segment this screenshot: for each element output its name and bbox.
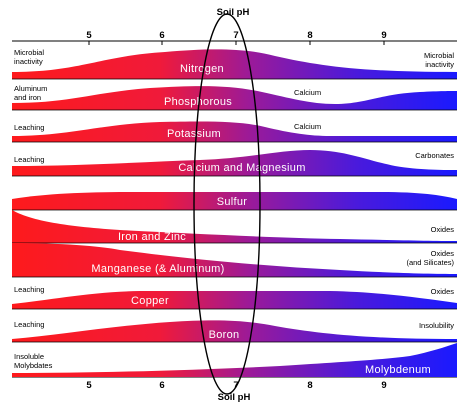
right-label: inactivity: [425, 60, 454, 69]
left-label: Aluminum: [14, 84, 47, 93]
left-label: inactivity: [14, 57, 43, 66]
boron-label: Boron: [209, 329, 240, 341]
top-tick-label: 6: [159, 30, 164, 41]
calcium-magnesium-label: Calcium and Magnesium: [178, 162, 305, 174]
row-phosphorous: Phosphorous Aluminum and iron Calcium: [12, 84, 457, 111]
bottom-tick-label: 8: [307, 380, 312, 391]
right-label: Oxides: [431, 225, 455, 234]
boron-band: [12, 320, 457, 342]
molybdenum-label: Molybdenum: [365, 364, 431, 376]
left-label: Leaching: [14, 320, 44, 329]
left-label: Insoluble: [14, 352, 44, 361]
right-label: Oxides: [431, 287, 455, 296]
phosphorous-label: Phosphorous: [164, 96, 232, 108]
row-potassium: Potassium Leaching Calcium: [12, 121, 457, 143]
manganese-label: Manganese (& Aluminum): [91, 263, 224, 275]
optimal-ph-range-ellipse: [193, 13, 261, 395]
iron-zinc-label: Iron and Zinc: [118, 231, 186, 243]
top-tick-label: 9: [381, 30, 386, 41]
bottom-axis-title: Soil pH: [218, 392, 251, 403]
row-iron-zinc: Iron and Zinc Oxides: [12, 210, 457, 244]
mid-label: Calcium: [294, 122, 321, 131]
row-molybdenum: Molybdenum Insoluble Molybdates: [12, 343, 457, 377]
nitrogen-band: [12, 49, 457, 79]
left-label: Leaching: [14, 123, 44, 132]
left-label: Microbial: [14, 48, 44, 57]
top-tick-label: 8: [307, 30, 312, 41]
right-label: (and Silicates): [406, 258, 454, 267]
right-label: Oxides: [431, 249, 455, 258]
left-label: Molybdates: [14, 361, 53, 370]
potassium-label: Potassium: [167, 128, 221, 140]
sulfur-band: [12, 192, 457, 210]
left-label: and iron: [14, 93, 41, 102]
bottom-tick-label: 5: [86, 380, 92, 391]
right-label: Microbial: [424, 51, 454, 60]
right-label: Insolubility: [419, 321, 454, 330]
left-label: Leaching: [14, 285, 44, 294]
sulfur-label: Sulfur: [217, 196, 248, 208]
bottom-tick-label: 6: [159, 380, 164, 391]
calcium-magnesium-band: [12, 150, 457, 176]
row-boron: Boron Leaching Insolubility: [12, 320, 457, 343]
row-sulfur: Sulfur: [12, 192, 457, 211]
phosphorous-band: [12, 86, 457, 110]
copper-label: Copper: [131, 295, 169, 307]
nitrogen-label: Nitrogen: [180, 63, 224, 75]
manganese-band: [12, 243, 457, 277]
right-label: Carbonates: [415, 151, 454, 160]
iron-zinc-band: [12, 210, 457, 243]
molybdenum-band: [12, 343, 457, 377]
top-axis-title: Soil pH: [217, 7, 250, 18]
top-tick-label: 5: [86, 30, 92, 41]
row-calcium-magnesium: Calcium and Magnesium Leaching Carbonate…: [12, 150, 457, 177]
row-copper: Copper Leaching Oxides: [12, 285, 457, 310]
row-nitrogen: Nitrogen Microbial inactivity Microbial …: [12, 48, 457, 80]
top-axis: 5 6 7 8 9 Soil pH: [12, 7, 457, 45]
bottom-tick-label: 9: [381, 380, 386, 391]
mid-label: Calcium: [294, 88, 321, 97]
potassium-band: [12, 121, 457, 142]
top-tick-label: 7: [233, 30, 238, 41]
row-manganese: Manganese (& Aluminum) Oxides (and Silic…: [12, 243, 457, 278]
copper-band: [12, 291, 457, 309]
left-label: Leaching: [14, 155, 44, 164]
